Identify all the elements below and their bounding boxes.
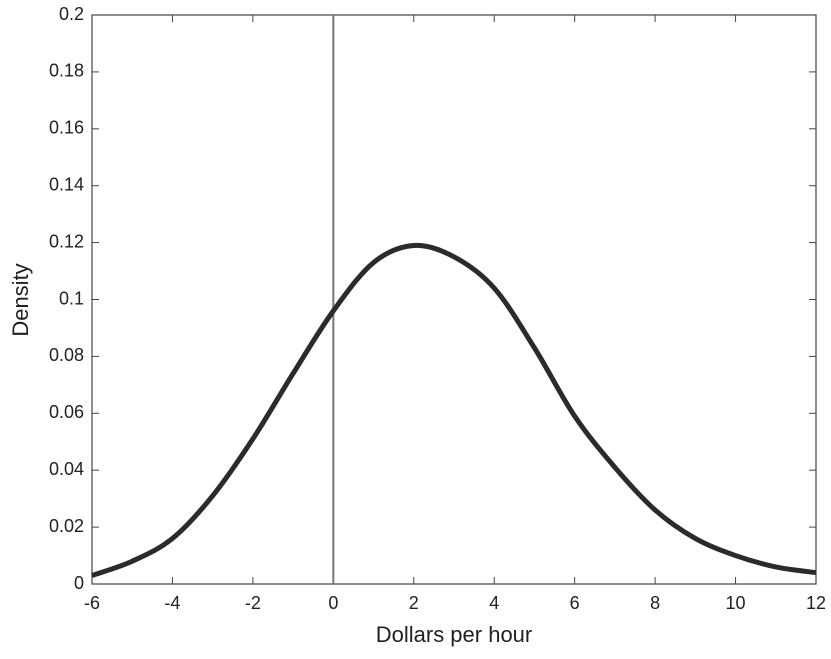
x-tick-label: 2 (409, 593, 419, 613)
x-axis-title: Dollars per hour (376, 622, 533, 647)
x-tick-label: 4 (489, 593, 499, 613)
y-tick-label: 0.2 (59, 4, 84, 24)
x-tick-label: 6 (570, 593, 580, 613)
y-tick-label: 0.18 (49, 61, 84, 81)
x-tick-label: -4 (164, 593, 180, 613)
y-axis-title: Density (8, 263, 33, 336)
y-tick-label: 0.12 (49, 231, 84, 251)
y-tick-label: 0.16 (49, 118, 84, 138)
y-tick-label: 0.04 (49, 459, 84, 479)
y-tick-label: 0.06 (49, 402, 84, 422)
x-tick-label: -6 (84, 593, 100, 613)
y-tick-label: 0.08 (49, 345, 84, 365)
y-tick-label: 0.02 (49, 516, 84, 536)
density-curve (91, 242, 817, 578)
x-tick-label: 12 (806, 593, 826, 613)
plot-frame (91, 14, 817, 585)
y-tick-label: 0 (74, 573, 84, 593)
x-tick-label: -2 (245, 593, 261, 613)
x-tick-label: 10 (726, 593, 746, 613)
y-tick-label: 0.1 (59, 288, 84, 308)
x-tick-label: 8 (650, 593, 660, 613)
y-tick-label: 0.14 (49, 174, 84, 194)
x-tick-label: 0 (328, 593, 338, 613)
